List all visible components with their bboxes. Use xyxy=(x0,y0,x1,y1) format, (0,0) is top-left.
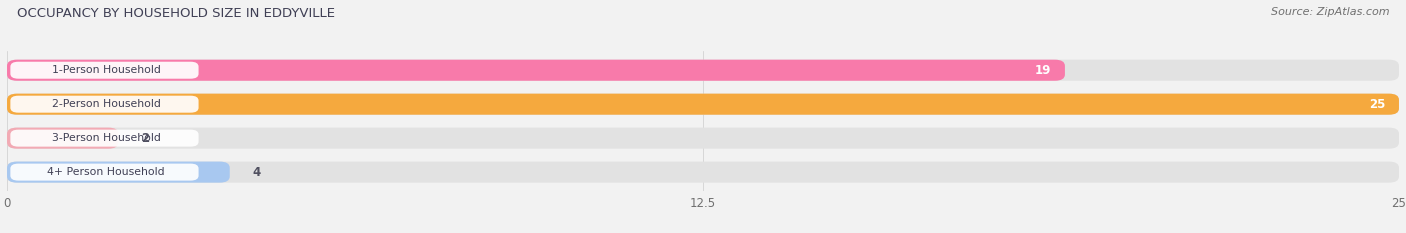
FancyBboxPatch shape xyxy=(7,94,1399,115)
FancyBboxPatch shape xyxy=(10,62,198,79)
Text: 19: 19 xyxy=(1035,64,1052,77)
Text: 25: 25 xyxy=(1368,98,1385,111)
FancyBboxPatch shape xyxy=(7,161,1399,183)
FancyBboxPatch shape xyxy=(10,130,198,147)
FancyBboxPatch shape xyxy=(7,60,1399,81)
FancyBboxPatch shape xyxy=(7,161,229,183)
FancyBboxPatch shape xyxy=(7,94,1399,115)
Text: 4+ Person Household: 4+ Person Household xyxy=(48,167,165,177)
Text: 2: 2 xyxy=(141,132,149,145)
FancyBboxPatch shape xyxy=(10,96,198,113)
Text: 2-Person Household: 2-Person Household xyxy=(52,99,160,109)
Text: 4: 4 xyxy=(252,166,260,179)
FancyBboxPatch shape xyxy=(7,128,1399,149)
FancyBboxPatch shape xyxy=(7,60,1064,81)
Text: Source: ZipAtlas.com: Source: ZipAtlas.com xyxy=(1271,7,1389,17)
FancyBboxPatch shape xyxy=(7,128,118,149)
Text: OCCUPANCY BY HOUSEHOLD SIZE IN EDDYVILLE: OCCUPANCY BY HOUSEHOLD SIZE IN EDDYVILLE xyxy=(17,7,335,20)
FancyBboxPatch shape xyxy=(10,164,198,181)
Text: 3-Person Household: 3-Person Household xyxy=(52,133,160,143)
Text: 1-Person Household: 1-Person Household xyxy=(52,65,160,75)
